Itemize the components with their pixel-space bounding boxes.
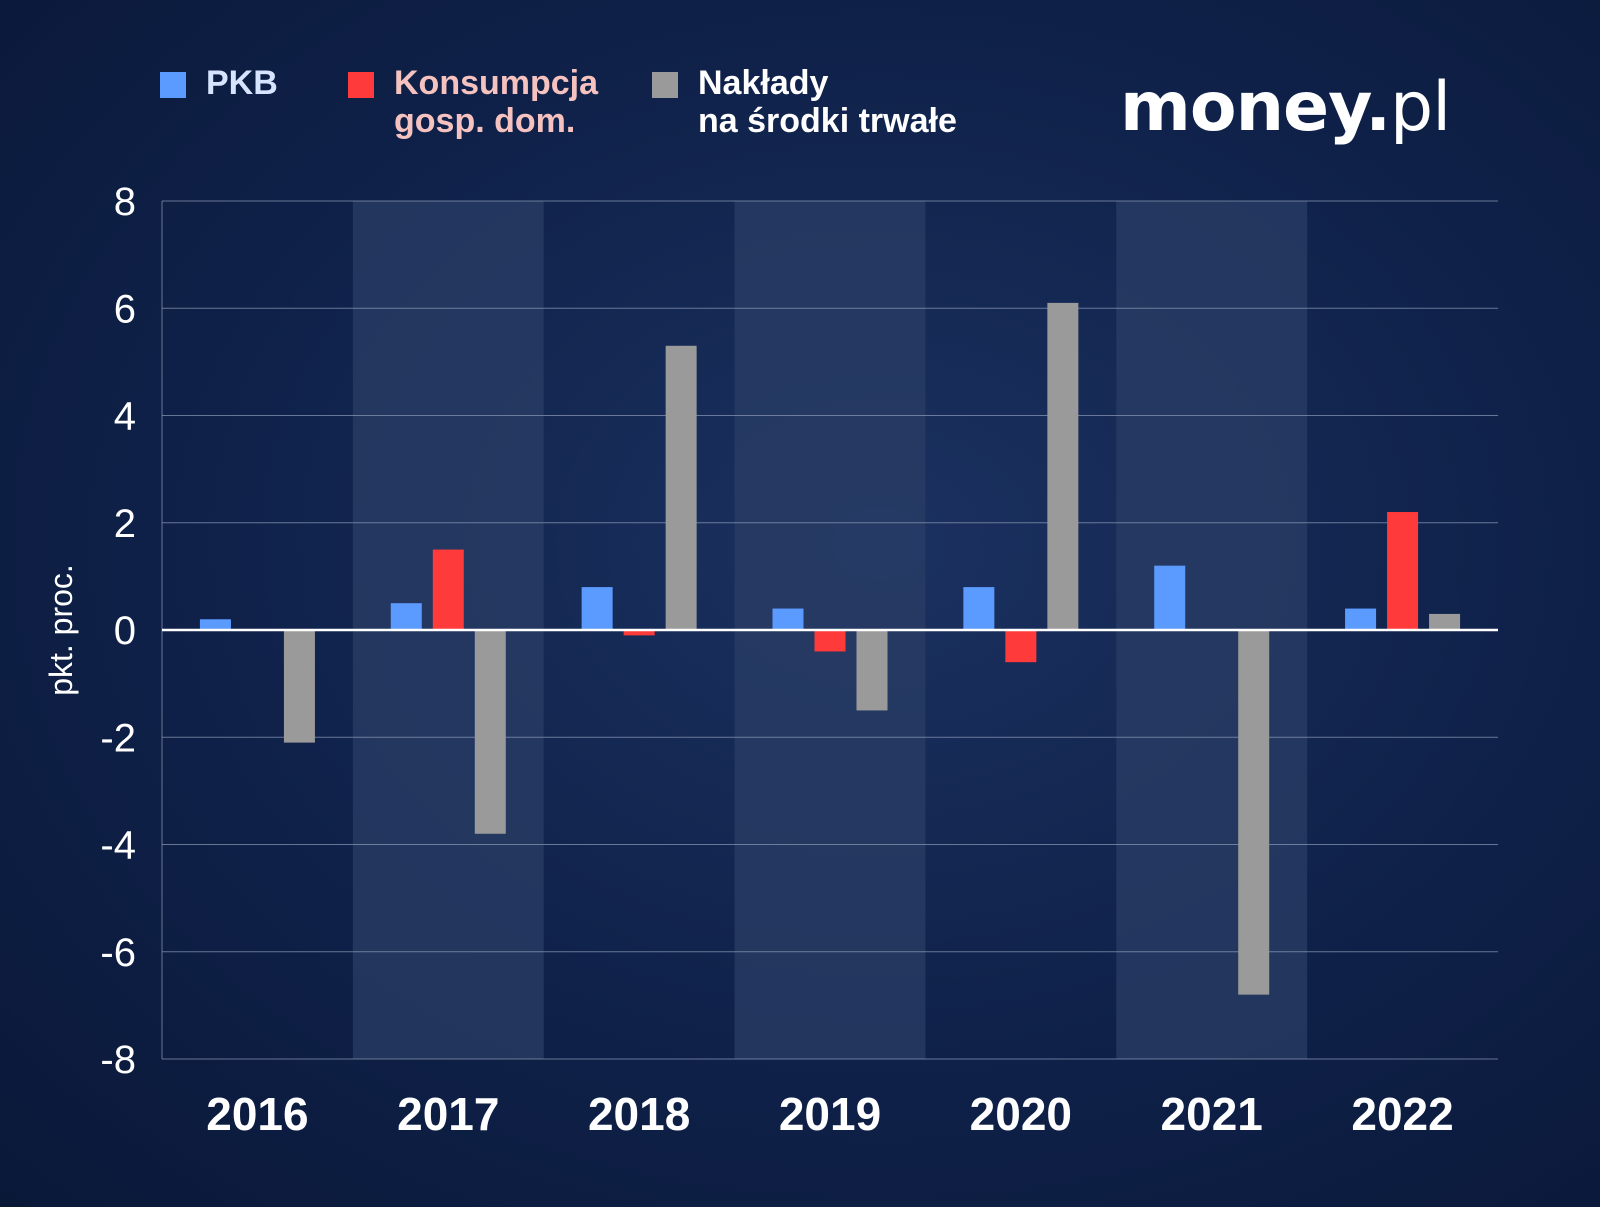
legend-label-konsumpcja-line1: Konsumpcja [394, 64, 599, 102]
bar-pkb-2019 [772, 608, 804, 630]
y-tick-label-2: 2 [114, 502, 136, 546]
bar-naklady-2021 [1238, 630, 1270, 995]
legend-swatch-konsumpcja [348, 72, 374, 98]
y-tick-label--4: -4 [100, 824, 136, 868]
legend-item-pkb: PKB [160, 64, 278, 102]
bar-konsumpcja-2019 [814, 630, 846, 652]
legend-swatch-pkb [160, 72, 186, 98]
x-tick-label-2017: 2017 [397, 1088, 499, 1140]
legend-label-naklady-line1: Nakłady [698, 64, 829, 102]
y-tick-label--2: -2 [100, 716, 136, 760]
bar-pkb-2021 [1154, 565, 1186, 630]
bar-konsumpcja-2022 [1387, 512, 1419, 630]
x-tick-label-2022: 2022 [1351, 1088, 1453, 1140]
bar-naklady-2016 [283, 630, 315, 743]
brand-logo-tld: pl [1390, 68, 1451, 147]
bar-pkb-2018 [581, 587, 613, 630]
bar-konsumpcja-2020 [1005, 630, 1037, 663]
x-tick-label-2016: 2016 [206, 1088, 308, 1140]
bar-naklady-2018 [665, 345, 697, 630]
bar-naklady-2017 [474, 630, 506, 834]
y-tick-label--8: -8 [100, 1038, 136, 1082]
legend-label-naklady-line2: na środki trwałe [698, 102, 957, 140]
y-tick-label-0: 0 [114, 609, 136, 653]
brand-logo-dot: . [1365, 68, 1391, 147]
legend-label-pkb: PKB [206, 64, 278, 102]
x-tick-label-2019: 2019 [779, 1088, 881, 1140]
chart-x-ticks: 2016 2017 2018 2019 2020 2021 2022 [206, 1088, 1453, 1140]
bar-naklady-2020 [1047, 302, 1079, 630]
chart-y-ticks: 8 6 4 2 0 -2 -4 -6 -8 [100, 180, 136, 1082]
legend-item-naklady: Nakłady na środki trwałe [652, 64, 957, 140]
y-tick-label-4: 4 [114, 395, 136, 439]
x-tick-label-2020: 2020 [970, 1088, 1072, 1140]
legend-label-konsumpcja-line2: gosp. dom. [394, 102, 576, 140]
bar-konsumpcja-2017 [432, 549, 464, 630]
legend-item-konsumpcja: Konsumpcja gosp. dom. [348, 64, 598, 140]
legend-label-konsumpcja: Konsumpcja gosp. dom. [394, 64, 598, 140]
bar-naklady-2022 [1429, 613, 1461, 630]
chart-y-axis-label: pkt. proc. [43, 564, 79, 696]
x-tick-label-2021: 2021 [1161, 1088, 1263, 1140]
chart-bars [199, 302, 1461, 995]
y-tick-label--6: -6 [100, 931, 136, 975]
legend-label-naklady: Nakłady na środki trwałe [698, 64, 957, 140]
bar-pkb-2022 [1345, 608, 1377, 630]
brand-logo: money.pl [1120, 58, 1451, 158]
bar-pkb-2017 [390, 603, 422, 630]
bar-konsumpcja-2018 [623, 630, 655, 636]
bar-pkb-2020 [963, 587, 995, 630]
legend: PKB Konsumpcja gosp. dom. Nakłady na śro… [160, 64, 1060, 154]
x-tick-label-2018: 2018 [588, 1088, 690, 1140]
brand-logo-main: money [1120, 68, 1366, 147]
bar-naklady-2019 [856, 630, 888, 711]
legend-label-pkb-line1: PKB [206, 64, 278, 102]
y-tick-label-8: 8 [114, 180, 136, 224]
y-tick-label-6: 6 [114, 287, 136, 331]
legend-swatch-naklady [652, 72, 678, 98]
bar-pkb-2016 [199, 619, 231, 630]
